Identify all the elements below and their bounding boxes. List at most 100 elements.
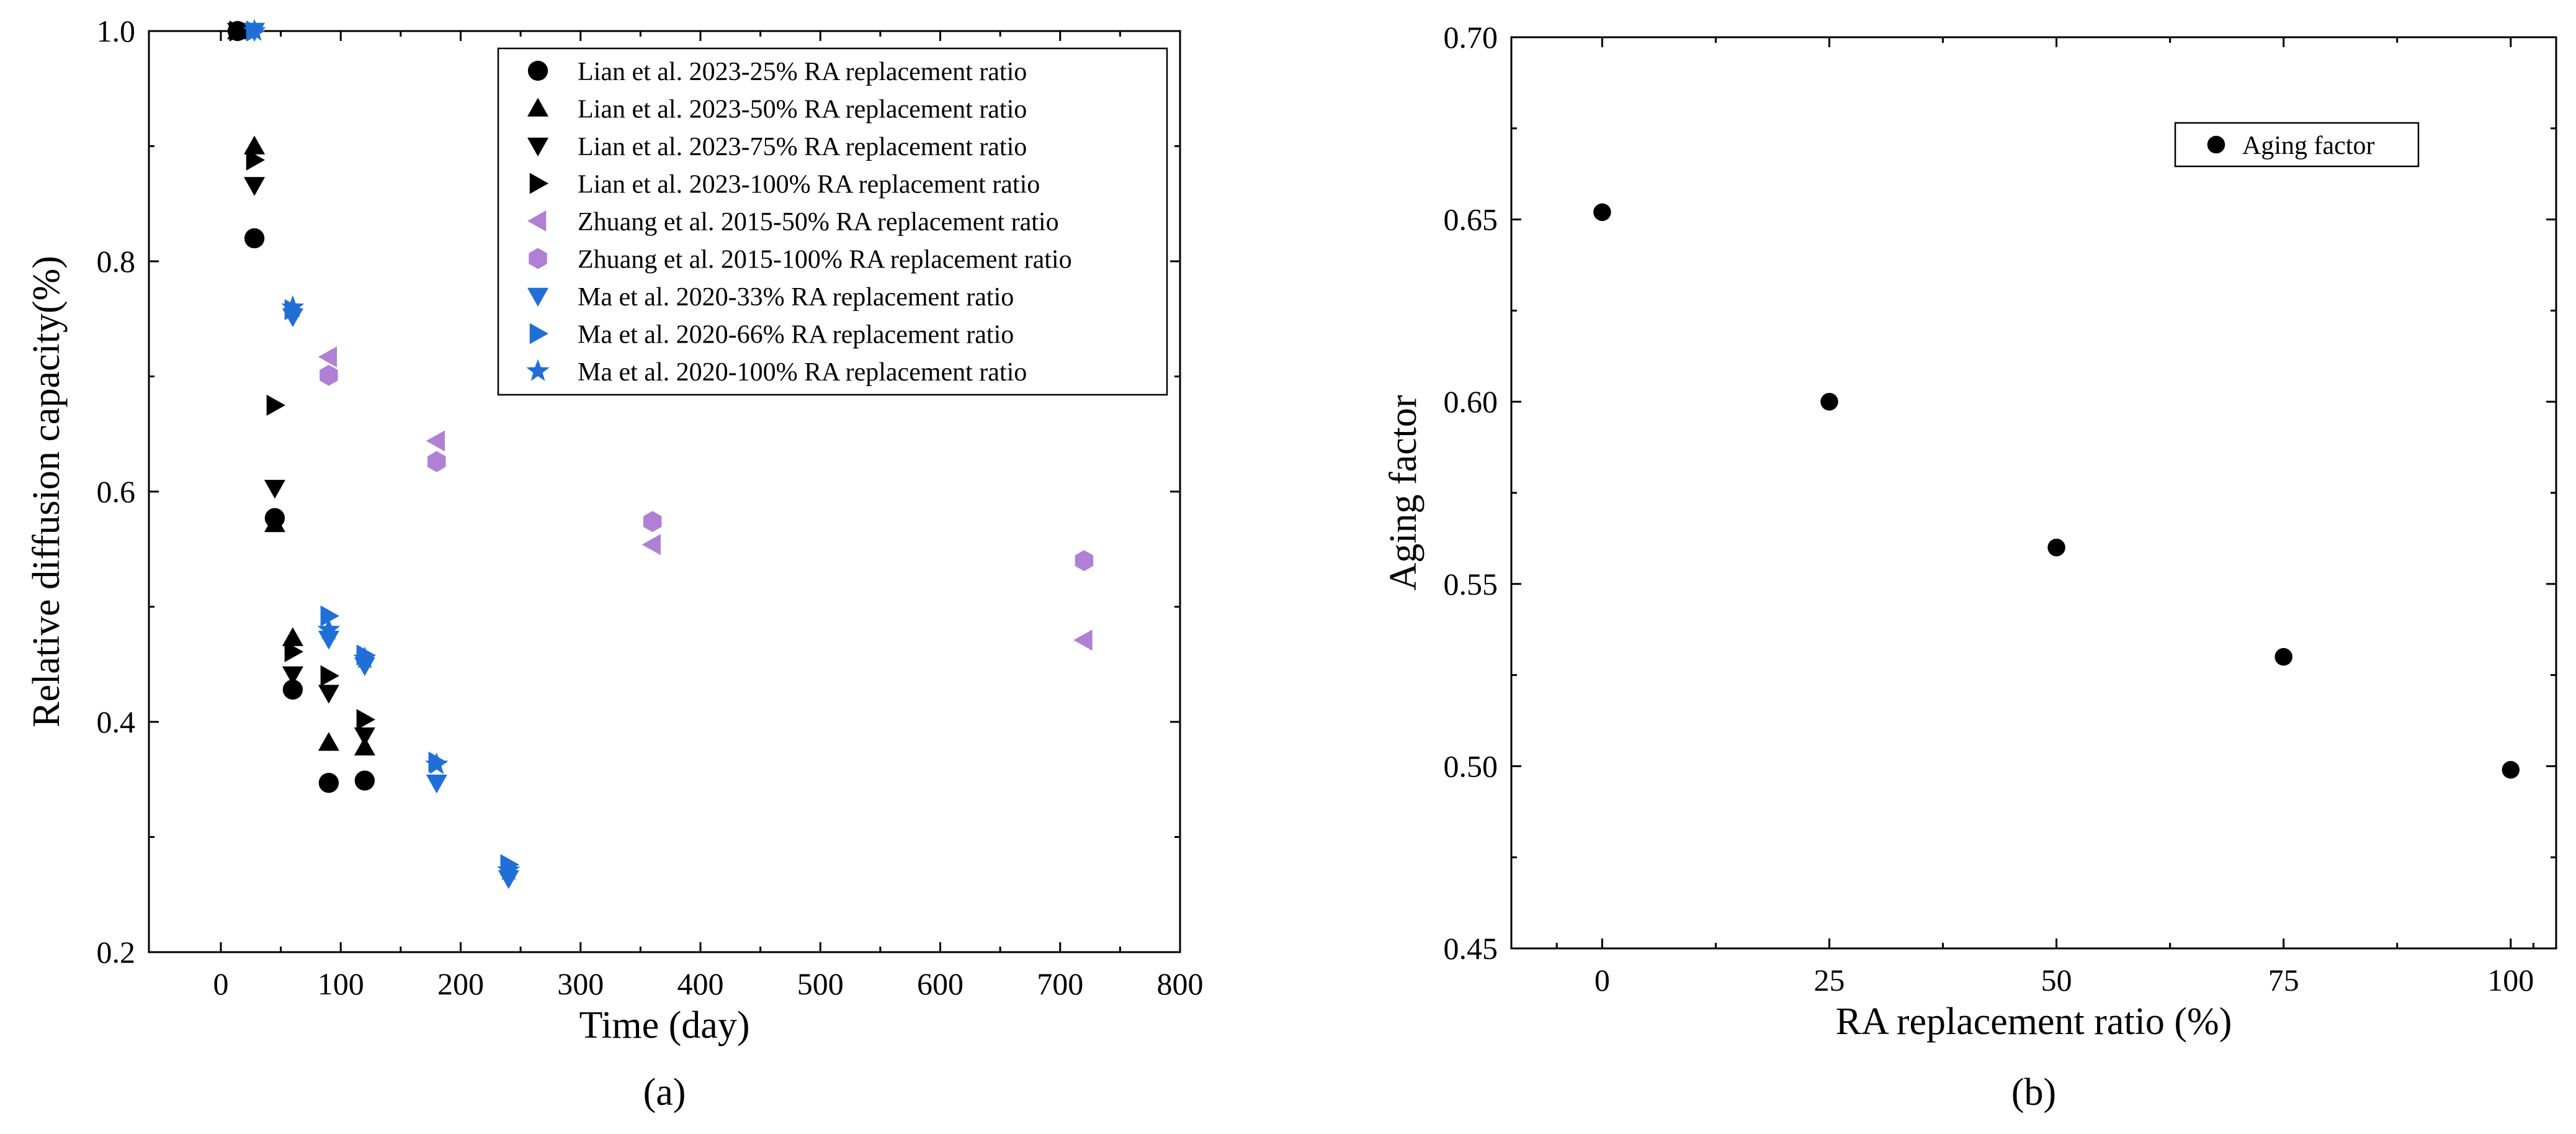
data-point <box>266 394 285 416</box>
legend-label: Zhuang et al. 2015-50% RA replacement ra… <box>578 208 1059 236</box>
y-tick-label: 0.4 <box>97 704 136 739</box>
data-point <box>426 775 447 794</box>
data-point <box>318 732 339 751</box>
data-point <box>1075 550 1094 572</box>
panel-label: (a) <box>643 1071 686 1114</box>
data-point <box>320 665 339 686</box>
data-point <box>246 149 266 171</box>
legend: Lian et al. 2023-25% RA replacement rati… <box>497 47 1168 396</box>
y-tick-label: 0.55 <box>1444 567 1498 601</box>
data-point <box>244 135 266 155</box>
series-lian-et-al-2023-25-ra-replacement-ratio <box>227 20 375 793</box>
y-tick-label: 0.65 <box>1444 202 1498 237</box>
legend-label: Lian et al. 2023-75% RA replacement rati… <box>578 133 1027 161</box>
data-point <box>2502 761 2520 779</box>
legend-item: Lian et al. 2023-75% RA replacement rati… <box>527 133 1027 161</box>
series-lian-et-al-2023-100-ra-replacement-ratio <box>229 20 375 731</box>
y-tick-label: 0.50 <box>1444 749 1498 783</box>
legend-box <box>497 47 1168 396</box>
legend-marker <box>527 97 548 117</box>
y-axis-title: Relative diffusion capacity(%) <box>25 256 68 727</box>
data-point <box>320 364 338 386</box>
data-point <box>1593 203 1611 222</box>
data-point <box>264 480 285 499</box>
data-point <box>354 727 375 747</box>
x-tick-label: 500 <box>797 966 844 1001</box>
data-point <box>426 430 445 452</box>
legend-item: Zhuang et al. 2015-50% RA replacement ra… <box>527 208 1059 236</box>
data-point <box>281 295 305 317</box>
x-tick-label: 400 <box>677 966 723 1001</box>
data-point <box>320 605 339 627</box>
panel-label: (b) <box>2011 1071 2056 1114</box>
y-tick-label: 0.70 <box>1444 20 1498 55</box>
data-point <box>353 646 377 668</box>
data-point <box>642 534 661 556</box>
legend-marker <box>526 359 550 381</box>
legend-label: Lian et al. 2023-25% RA replacement rati… <box>578 58 1027 86</box>
legend-item: Aging factor <box>2207 132 2374 160</box>
data-point <box>282 679 303 700</box>
data-point <box>243 19 266 41</box>
x-tick-label: 0 <box>213 966 228 1001</box>
legend-label: Lian et al. 2023-50% RA replacement rati… <box>578 96 1027 124</box>
x-tick-label: 100 <box>2487 963 2534 997</box>
legend-item: Lian et al. 2023-25% RA replacement rati… <box>527 58 1027 86</box>
x-tick-label: 0 <box>1594 963 1610 997</box>
data-point <box>282 666 303 685</box>
y-tick-label: 1.0 <box>97 14 136 48</box>
series-lian-et-al-2023-50-ra-replacement-ratio <box>227 20 375 756</box>
series-lian-et-al-2023-75-ra-replacement-ratio <box>227 22 375 747</box>
x-tick-label: 300 <box>557 966 604 1001</box>
data-point <box>318 346 338 367</box>
x-tick-label: 800 <box>1157 966 1204 1001</box>
data-point <box>264 513 285 533</box>
legend-label: Ma et al. 2020-33% RA replacement ratio <box>578 283 1014 312</box>
x-tick-label: 600 <box>917 966 964 1001</box>
data-point <box>244 228 265 249</box>
data-point <box>425 752 449 775</box>
data-point <box>318 773 339 793</box>
legend-item: Ma et al. 2020-33% RA replacement ratio <box>527 283 1014 312</box>
legend-item: Ma et al. 2020-66% RA replacement ratio <box>529 321 1014 349</box>
data-point <box>244 177 266 196</box>
x-tick-label: 75 <box>2268 963 2299 997</box>
y-tick-label: 0.8 <box>97 244 136 279</box>
legend-marker <box>529 173 548 194</box>
series-zhuang-et-al-2015-50-ra-replacement-ratio <box>318 346 1093 651</box>
legend-label: Ma et al. 2020-100% RA replacement ratio <box>578 358 1027 387</box>
data-point <box>1820 392 1838 411</box>
data-point <box>356 709 375 731</box>
plot-area-frame <box>1510 36 2557 950</box>
legend-item: Lian et al. 2023-100% RA replacement rat… <box>529 171 1040 199</box>
data-point <box>317 618 341 640</box>
series-ma-et-al-2020-33-ra-replacement-ratio <box>244 22 519 889</box>
legend-label: Aging factor <box>2242 132 2374 160</box>
legend-marker <box>527 137 548 156</box>
series-ma-et-al-2020-66-ra-replacement-ratio <box>246 20 519 876</box>
x-tick-label: 25 <box>1814 963 1845 997</box>
x-tick-label: 50 <box>2041 963 2072 997</box>
data-point <box>2047 538 2065 557</box>
x-axis-title: Time (day) <box>579 1004 750 1046</box>
x-tick-label: 100 <box>318 966 364 1001</box>
legend: Aging factor <box>2174 122 2420 168</box>
legend-item: Lian et al. 2023-50% RA replacement rati… <box>527 96 1027 124</box>
legend-marker <box>527 210 547 232</box>
legend-marker <box>527 60 548 81</box>
panel-b-aging-factor-chart: 0 25 50 75 100 0.45 0.50 0.55 0.60 0.65 0.70 RA rep… <box>1382 20 2557 1114</box>
series-zhuang-et-al-2015-100-ra-replacement-ratio <box>320 364 1094 572</box>
data-point <box>643 511 662 533</box>
y-tick-label: 0.45 <box>1444 931 1498 966</box>
series-aging-factor <box>1593 203 2520 779</box>
data-point <box>284 641 303 662</box>
legend-marker <box>529 248 547 269</box>
legend-item: Ma et al. 2020-100% RA replacement ratio <box>526 358 1027 387</box>
data-point <box>497 858 521 881</box>
x-axis-title: RA replacement ratio (%) <box>1836 1001 2232 1043</box>
series-ma-et-al-2020-100-ra-replacement-ratio <box>243 19 521 881</box>
legend-label: Zhuang et al. 2015-100% RA replacement r… <box>578 246 1072 274</box>
data-point <box>2274 647 2292 666</box>
x-tick-label: 700 <box>1037 966 1083 1001</box>
